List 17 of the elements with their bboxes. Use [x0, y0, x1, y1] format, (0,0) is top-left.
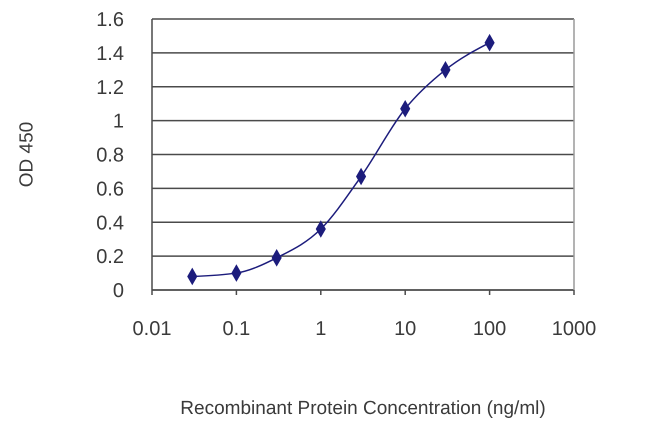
y-tick-label: 0: [112, 280, 124, 302]
x-axis-title: Recombinant Protein Concentration (ng/ml): [180, 398, 546, 419]
y-tick-label: 1.6: [96, 9, 124, 32]
y-tick-label: 0.6: [96, 178, 124, 200]
x-tick-label: 1000: [552, 318, 596, 340]
x-tick-label: 100: [472, 318, 506, 340]
x-tick-label: 0.1: [222, 318, 250, 340]
y-tick-label: 1.2: [96, 76, 124, 99]
x-tick-label: 1: [315, 318, 326, 340]
y-tick-label: 0.8: [96, 144, 124, 167]
y-tick-label: 1.4: [96, 42, 124, 65]
y-axis-title: OD 450: [16, 122, 38, 188]
y-tick-label: 0.4: [96, 212, 124, 234]
x-tick-label: 0.01: [132, 318, 172, 340]
x-tick-label: 10: [394, 318, 416, 340]
y-tick-label: 1: [112, 110, 124, 133]
y-tick-label: 0.2: [96, 246, 124, 268]
